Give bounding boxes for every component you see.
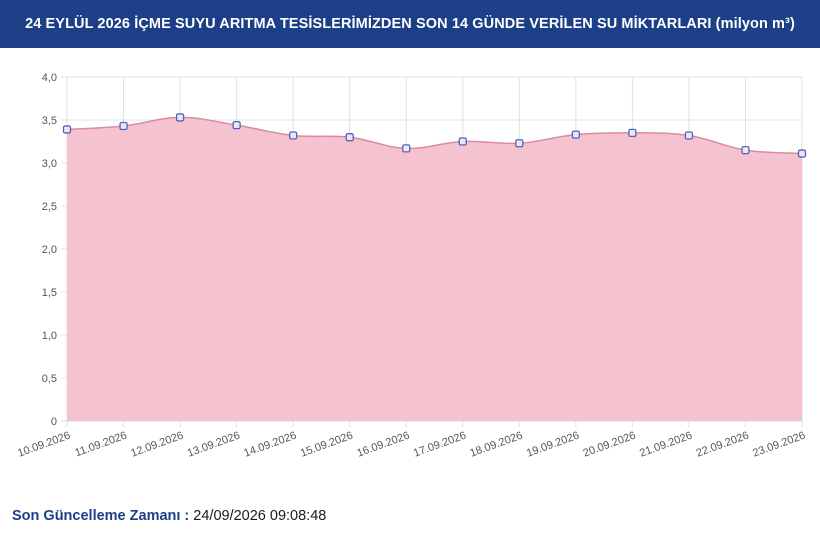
series-area [66, 116, 803, 421]
series-area-fill [67, 117, 802, 421]
data-point [402, 144, 411, 153]
x-tick-label: 19.09.2026 [525, 430, 581, 460]
last-updated: Son Güncelleme Zamanı : 24/09/2026 09:08… [12, 508, 326, 524]
x-tick-label: 15.09.2026 [299, 430, 355, 460]
x-tick-label: 21.09.2026 [638, 430, 694, 460]
y-tick-label: 0 [51, 416, 57, 428]
x-axis: 10.09.2026 11.09.2026 12.09.2026 13.09.2026… [16, 430, 807, 460]
data-point [684, 131, 694, 140]
x-tick-label: 22.09.2026 [695, 430, 751, 460]
data-point [571, 130, 580, 139]
last-updated-label: Son Güncelleme Zamanı : [12, 508, 190, 524]
x-tick-label: 20.09.2026 [582, 430, 638, 460]
data-point [62, 125, 72, 134]
data-point [628, 128, 637, 138]
last-updated-value: 24/09/2026 09:08:48 [193, 508, 327, 524]
data-point [741, 145, 750, 155]
y-tick-label: 0,5 [42, 373, 57, 385]
data-point [289, 131, 298, 140]
x-tick-label: 14.09.2026 [242, 430, 298, 460]
chart-area: 0 0,5 1,0 1,5 2,0 2,5 3,0 3,5 4,0 10.09.2026 11.0… [0, 48, 820, 488]
y-tick-label: 1,5 [42, 287, 57, 299]
data-point [175, 113, 185, 122]
y-tick-label: 4,0 [42, 72, 57, 84]
x-tick-label: 16.09.2026 [355, 430, 411, 460]
x-tick-label: 11.09.2026 [73, 430, 128, 460]
y-tick-label: 2,5 [42, 201, 57, 213]
x-tick-label: 10.09.2026 [16, 430, 72, 460]
y-tick-label: 3,5 [42, 115, 57, 127]
series-line [66, 116, 803, 155]
y-tick-label: 3,0 [42, 158, 57, 170]
data-point [345, 133, 354, 142]
series-markers [62, 113, 807, 158]
x-tick-label: 12.09.2026 [129, 430, 185, 460]
x-tick-label: 23.09.2026 [751, 430, 807, 460]
page-title: 24 EYLÜL 2026 İÇME SUYU ARITMA TESİSLERİ… [0, 0, 820, 48]
x-tick-label: 18.09.2026 [468, 430, 524, 460]
data-point [515, 139, 524, 148]
y-axis: 0 0,5 1,0 1,5 2,0 2,5 3,0 3,5 4,0 [42, 72, 57, 428]
data-point [119, 121, 128, 131]
data-point [232, 121, 241, 130]
x-tick-label: 17.09.2026 [412, 430, 468, 460]
data-point [458, 137, 467, 146]
y-tick-label: 1,0 [42, 330, 57, 342]
area-chart: 0 0,5 1,0 1,5 2,0 2,5 3,0 3,5 4,0 10.09.2026 11.0… [16, 72, 807, 460]
data-point [797, 149, 807, 158]
y-tick-label: 2,0 [42, 244, 57, 256]
x-tick-label: 13.09.2026 [186, 430, 242, 460]
